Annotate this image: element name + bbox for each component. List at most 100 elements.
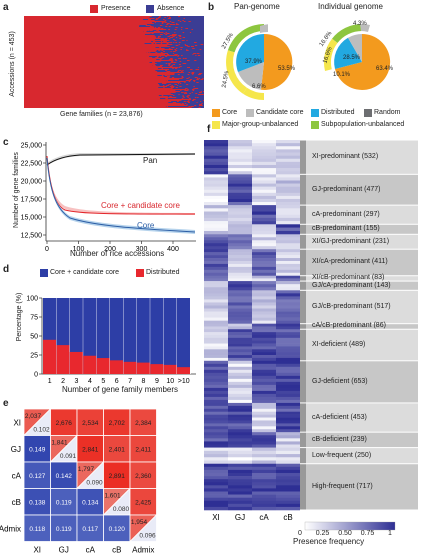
presence-speck xyxy=(171,65,173,66)
f-cell xyxy=(276,140,300,144)
f-cell xyxy=(276,272,300,277)
f-cell xyxy=(276,411,300,415)
presence-row xyxy=(24,28,161,29)
presence-speck xyxy=(174,32,176,33)
presence-speck xyxy=(147,25,151,26)
f-group-bar xyxy=(300,234,306,249)
presence-speck xyxy=(173,42,175,43)
f-cell xyxy=(252,405,276,410)
presence-speck xyxy=(165,63,168,64)
legend-core-swatch xyxy=(212,109,220,117)
f-cell xyxy=(252,205,276,209)
pan-label-candidate: 6.6% xyxy=(252,84,266,90)
f-cell xyxy=(228,287,252,291)
f-cell xyxy=(228,164,252,169)
presence-speck xyxy=(184,44,186,45)
f-cell xyxy=(228,198,252,203)
presence-speck xyxy=(185,28,187,29)
f-cell xyxy=(276,472,300,477)
legend-major-swatch xyxy=(212,121,220,129)
presence-row xyxy=(24,44,173,45)
legend-subpop-label: Subpopulation-unbalanced xyxy=(321,121,405,128)
f-cell xyxy=(228,500,252,505)
f-cell xyxy=(204,497,228,502)
f-group-bar xyxy=(300,324,306,329)
f-cell xyxy=(228,224,252,228)
panel-a-legend: Presence Absence xyxy=(90,4,210,14)
f-cell xyxy=(204,463,228,468)
f-cell xyxy=(276,258,300,262)
f-cell xyxy=(276,287,300,291)
f-cell xyxy=(204,444,228,448)
f-cell xyxy=(204,381,228,386)
f-cell xyxy=(204,363,228,368)
e-lower-value: 0.142 xyxy=(56,473,73,480)
d-ytick-label: 50 xyxy=(30,334,38,341)
presence-speck xyxy=(160,43,163,44)
presence-speck xyxy=(188,106,191,107)
f-cell xyxy=(228,299,252,303)
presence-speck xyxy=(168,65,170,66)
f-cell xyxy=(228,469,252,474)
ind-label-top: 4.3% xyxy=(353,21,367,27)
f-group-bar xyxy=(300,140,306,174)
f-cell xyxy=(252,337,276,342)
distributed-bar xyxy=(56,345,70,374)
presence-row xyxy=(24,64,156,65)
f-cell xyxy=(204,337,228,342)
f-cell xyxy=(228,447,252,452)
presence-speck xyxy=(188,98,191,99)
presence-speck xyxy=(193,53,196,54)
d-xtick-label: 3 xyxy=(75,378,79,385)
presence-speck xyxy=(174,40,177,41)
presence-row xyxy=(24,73,175,74)
f-cell xyxy=(204,450,228,455)
presence-speck xyxy=(190,106,193,107)
pan-series-label: Pan xyxy=(143,156,158,165)
presence-speck xyxy=(152,41,156,42)
presence-speck xyxy=(171,85,173,86)
f-cell xyxy=(228,302,252,306)
f-cell xyxy=(252,506,276,511)
presence-speck xyxy=(194,105,197,106)
f-group-band xyxy=(306,174,418,205)
presence-row xyxy=(24,29,167,30)
legend-distributed-label: Distributed xyxy=(321,109,355,116)
absence-swatch xyxy=(146,5,154,13)
f-cell xyxy=(204,479,228,483)
f-cell xyxy=(252,189,276,194)
presence-speck xyxy=(165,32,167,33)
f-cell xyxy=(204,195,228,200)
e-lower-value: 0.119 xyxy=(56,499,72,506)
f-cell xyxy=(204,503,228,508)
presence-speck xyxy=(191,92,193,93)
f-cell xyxy=(228,221,252,225)
f-group-band xyxy=(306,361,418,403)
presence-speck xyxy=(181,55,183,56)
f-cell xyxy=(228,249,252,253)
presence-speck xyxy=(170,58,173,59)
presence-speck xyxy=(176,48,178,49)
f-cell xyxy=(228,317,252,321)
presence-speck xyxy=(161,22,164,23)
f-cell xyxy=(204,472,228,477)
f-cell xyxy=(228,506,252,511)
presence-speck xyxy=(197,78,199,79)
f-cell xyxy=(276,423,300,427)
presence-speck xyxy=(171,47,174,48)
f-cell xyxy=(252,323,276,327)
f-cell xyxy=(252,384,276,389)
presence-row xyxy=(24,47,156,48)
presence-speck xyxy=(172,102,175,103)
ind-label-distributed: 28.5% xyxy=(343,55,361,61)
panel-a-ylabel: Accessions (n = 453) xyxy=(9,31,16,97)
presence-row xyxy=(24,85,160,86)
presence-row xyxy=(24,100,182,101)
f-cell xyxy=(204,221,228,225)
f-cell xyxy=(276,426,300,430)
presence-speck xyxy=(174,68,178,69)
f-cell xyxy=(252,155,276,160)
f-cell xyxy=(228,143,252,147)
f-cell xyxy=(204,255,228,259)
presence-row xyxy=(24,53,168,54)
